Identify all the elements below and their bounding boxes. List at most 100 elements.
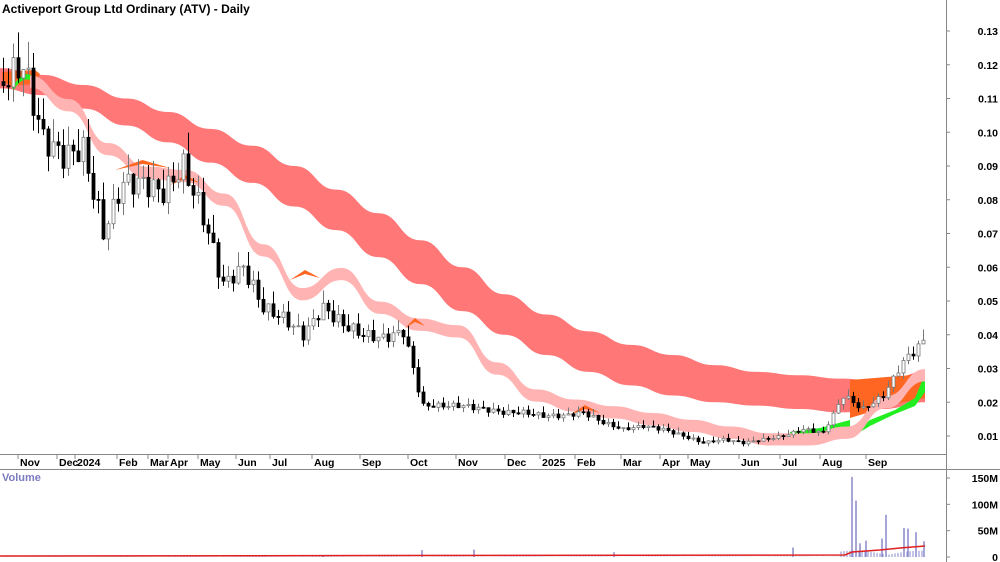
candle-body [216,242,221,278]
candle-body [356,323,361,336]
candle-body [866,406,871,408]
candle-body [501,410,506,415]
candle-body [416,367,421,393]
candle-body [351,323,356,332]
candle-body [571,413,576,417]
candle-body [381,333,386,338]
candle-body [111,198,116,225]
bullish-fill-start [12,74,32,90]
candle-body [781,435,786,438]
candle-body [561,414,566,419]
candle-body [476,406,481,411]
volume-moving-average [0,545,926,557]
bullish-fill [850,374,925,438]
candle-body [826,424,831,433]
x-tick-label: Aug [314,457,334,469]
candle-body [791,430,796,436]
candle-body [636,425,641,429]
candle-body [226,275,231,282]
candle-body [146,176,151,198]
candle-body [241,265,246,268]
y-tick-label: 0.04 [978,330,999,342]
y-tick-label: 0.13 [978,26,999,38]
candle-body [436,402,441,408]
candle-body [851,395,856,404]
candle-body [771,438,776,440]
candle-body [1,81,6,86]
candle-body [196,192,201,196]
candle-body [796,430,801,433]
candle-body [271,303,276,317]
candle-body [651,425,656,428]
candle-body [766,437,771,440]
candle-body [441,402,446,408]
candle-body [486,407,491,413]
candle-body [461,405,466,409]
candle-body [151,179,156,198]
candle-body [316,318,321,321]
candle-body [471,404,476,411]
candle-body [836,404,841,414]
candle-body [376,336,381,342]
candle-body [321,302,326,321]
chart-title: Activeport Group Ltd Ordinary (ATV) - Da… [2,2,250,16]
candle-body [601,419,606,425]
candle-body [491,408,496,413]
candle-body [816,430,821,433]
candle-body [326,302,331,312]
y-tick-label: 0.07 [978,229,999,241]
candle-body [371,330,376,342]
vol-tick-label: 150M [972,473,999,485]
x-tick-label: Feb [577,457,596,469]
candle-body [76,150,81,163]
candle-body [256,279,261,300]
candle-body [71,144,76,152]
candle-body [446,406,451,408]
candle-body [861,406,866,409]
y-tick-label: 0.12 [978,60,999,72]
candle-body [556,413,561,419]
candle-body [586,411,591,418]
candle-body [686,435,691,440]
candle-body [591,415,596,418]
candle-body [921,339,926,345]
price-pane [0,32,926,447]
candle-body [296,325,301,328]
candle-body [261,298,266,313]
candle-body [266,303,271,313]
x-tick-label: Sep [868,457,887,469]
x-tick-label: 2024 [77,457,101,469]
candle-body [661,427,666,431]
candle-body [551,413,556,417]
crossover-fill-0 [115,160,170,170]
candle-body [576,411,581,417]
candle-body [516,412,521,415]
candle-body [276,315,281,318]
candle-body [41,118,46,130]
candle-body [401,329,406,338]
candle-body [361,334,366,338]
candle-body [886,386,891,399]
volume-pane [0,476,926,557]
candle-body [481,406,486,409]
candle-body [116,198,121,204]
candle-body [676,432,681,435]
candle-body [736,440,741,443]
x-tick-label: Mar [150,457,169,469]
candle-body [761,437,766,442]
candle-body [141,176,146,179]
candle-body [466,404,471,407]
candle-body [641,425,646,428]
candle-body [51,141,56,157]
x-tick-label: Mar [623,457,642,469]
candle-body [916,343,921,357]
x-tick-label: Nov [458,457,478,469]
x-tick-label: May [690,457,711,469]
candle-body [251,279,256,285]
candle-body [521,409,526,415]
candle-body [656,426,661,431]
candle-body [581,411,586,414]
